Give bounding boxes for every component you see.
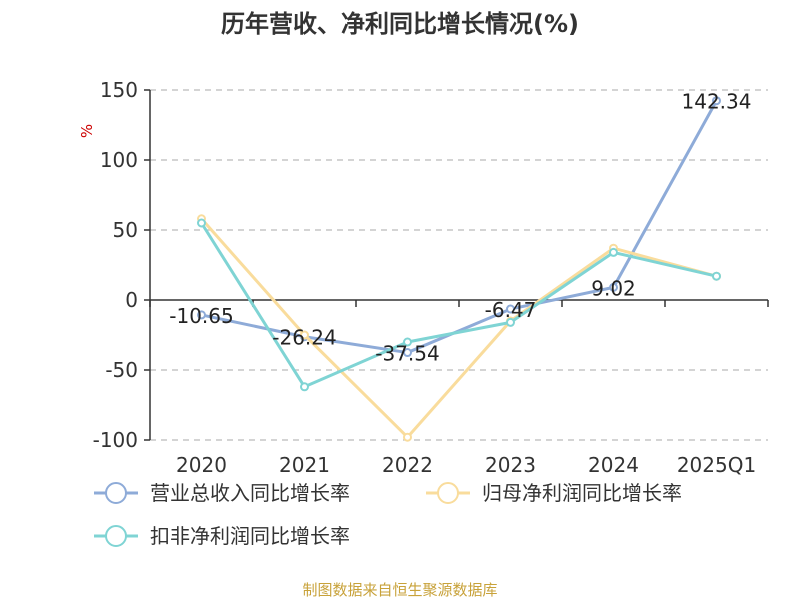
data-label: 142.34 [682, 90, 752, 114]
data-point [403, 348, 412, 358]
data-point [506, 317, 515, 327]
legend-marker [105, 525, 127, 547]
series-line [200, 222, 717, 389]
series-0 [197, 96, 721, 358]
data-point [609, 282, 618, 292]
data-point [609, 247, 618, 257]
legend-marker [105, 482, 127, 504]
data-label: -10.65 [169, 304, 233, 328]
x-tick-label: 2023 [485, 453, 536, 477]
source-note: 制图数据来自恒生聚源数据库 [302, 581, 497, 599]
y-tick-label: 50 [113, 218, 138, 242]
legend-label: 扣非净利润同比增长率 [150, 524, 350, 548]
data-label: 9.02 [591, 276, 636, 300]
data-label: -37.54 [375, 342, 439, 366]
data-point [300, 330, 309, 340]
data-label: -26.24 [272, 326, 336, 350]
data-point [197, 218, 206, 228]
chart-title: 历年营收、净利同比增长情况(%) [221, 10, 579, 38]
gridlines [150, 89, 768, 441]
data-label: -6.47 [485, 298, 537, 322]
x-tick-label: 2025Q1 [677, 453, 756, 477]
legend-marker [437, 482, 459, 504]
legend-item-0[interactable]: 营业总收入同比增长率 [94, 481, 350, 505]
y-tick-label: 150 [100, 78, 138, 102]
y-tick-label: 100 [100, 148, 138, 172]
legend-item-2[interactable]: 扣非净利润同比增长率 [94, 524, 350, 548]
data-point [197, 310, 206, 320]
series-line [200, 217, 717, 439]
data-point [403, 337, 412, 347]
data-point [506, 304, 515, 314]
data-labels: -10.65 -26.24 -37.54 -6.47 9.02 142.34 [169, 90, 751, 366]
y-tick-label: -100 [93, 428, 138, 452]
y-axis-label: % [78, 124, 96, 138]
legend-item-1[interactable]: 归母净利润同比增长率 [426, 481, 682, 505]
x-tick-label: 2020 [176, 453, 227, 477]
legend-label: 归母净利润同比增长率 [482, 481, 682, 505]
data-point [403, 432, 412, 442]
x-tick-label: 2021 [279, 453, 330, 477]
series-2 [197, 218, 721, 392]
y-tick-label: -50 [105, 358, 138, 382]
x-tick-label: 2022 [382, 453, 433, 477]
x-tick-label: 2024 [588, 453, 639, 477]
series-line [201, 99, 718, 355]
y-tick-label: 0 [125, 288, 138, 312]
data-point [300, 382, 309, 392]
axes: 150 100 50 0 -50 -100 2020 2021 2022 2023 2024 2025… [93, 78, 769, 477]
data-point [712, 96, 721, 106]
legend-label: 营业总收入同比增长率 [150, 481, 350, 505]
series-lines [197, 96, 721, 442]
data-point [712, 271, 721, 281]
